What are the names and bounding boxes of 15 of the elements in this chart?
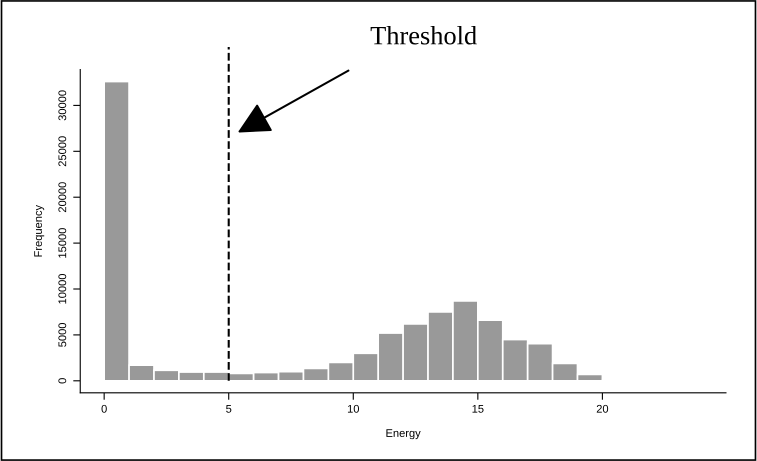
x-tick-label: 20 <box>596 404 608 413</box>
y-tick-label: 30000 <box>58 90 66 120</box>
y-tick-label: 10000 <box>58 274 66 304</box>
y-tick-label: 25000 <box>58 136 66 166</box>
x-tick-label: 0 <box>102 404 107 413</box>
y-tick-label: 0 <box>58 378 66 384</box>
x-axis-title: Energy <box>386 429 421 440</box>
y-axis-title: Frequency <box>34 204 44 257</box>
x-tick-label: 10 <box>348 404 360 413</box>
y-tick-label: 20000 <box>58 182 66 212</box>
x-tick-label: 15 <box>472 404 484 413</box>
x-tick-label: 5 <box>226 404 232 413</box>
text: Threshold <box>370 26 477 45</box>
y-tick-label: 15000 <box>58 228 66 258</box>
y-tick-label: 5000 <box>58 322 66 347</box>
